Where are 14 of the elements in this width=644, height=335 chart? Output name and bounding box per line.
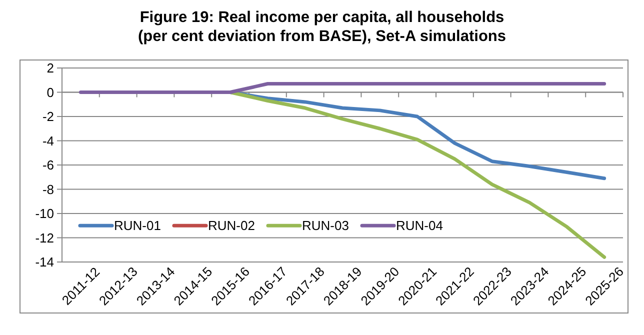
y-tick-label: -2 [42, 109, 54, 124]
y-tick-label: -14 [35, 254, 54, 270]
legend-label: RUN-04 [396, 218, 443, 234]
chart-title: Figure 19: Real income per capita, all households (per cent deviation from BASE), Set-A simulations [138, 9, 506, 45]
legend-label: RUN-02 [208, 218, 255, 234]
y-tick-label: -6 [42, 158, 54, 173]
y-tick-label: 2 [46, 60, 54, 76]
y-tick-label: -4 [42, 133, 54, 148]
y-tick-label: -12 [35, 230, 54, 246]
y-tick-label: -8 [42, 182, 54, 197]
y-tick-label: 0 [46, 84, 54, 100]
legend-label: RUN-03 [302, 218, 349, 234]
legend-label: RUN-01 [114, 218, 161, 234]
y-tick-label: -10 [35, 206, 54, 222]
